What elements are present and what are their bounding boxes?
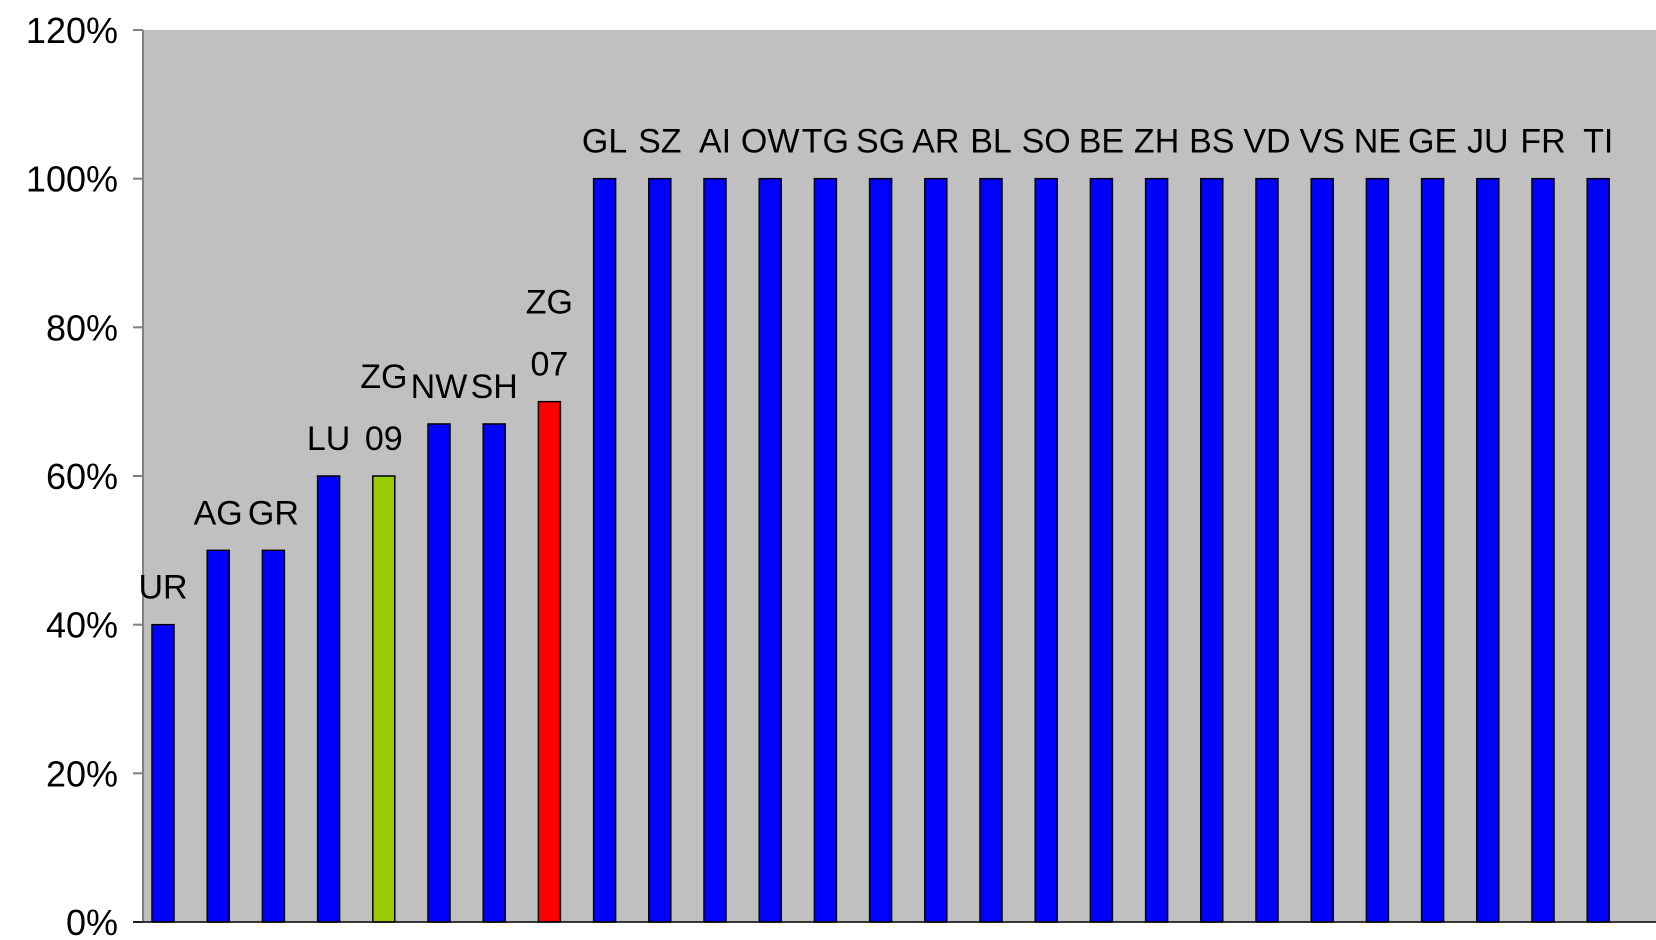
bar-label: JU (1467, 123, 1509, 161)
bar (1420, 177, 1445, 923)
bar-label: SG (856, 123, 905, 161)
bar-label: FR (1520, 123, 1565, 161)
bar (924, 177, 948, 923)
bar-label: BE (1079, 123, 1124, 161)
bar-label: LU (307, 420, 350, 458)
bar-label: BL (970, 123, 1012, 161)
bar-label: SZ (638, 123, 681, 161)
bar-label: 07 (530, 346, 568, 384)
bar-label: NE (1354, 123, 1401, 161)
bar (1531, 177, 1555, 923)
bar (427, 423, 451, 923)
bar (537, 400, 562, 923)
bar (1034, 177, 1058, 923)
bar-label: VS (1300, 123, 1345, 161)
bar (648, 177, 672, 923)
bar-label: OW (741, 123, 800, 161)
bar-label: BS (1189, 123, 1234, 161)
bar (261, 549, 286, 923)
bar-label: TG (802, 123, 849, 161)
bar-label: AR (912, 123, 959, 161)
bar-label: GR (248, 494, 299, 532)
bar-label: VD (1243, 123, 1290, 161)
bar-label: AG (194, 494, 243, 532)
bar-label: GL (582, 123, 627, 161)
y-tick-label: 80% (46, 307, 118, 348)
y-tick-label: 100% (26, 159, 118, 200)
bar-label: UR (138, 569, 187, 607)
y-tick-label: 40% (46, 605, 118, 646)
y-axis: 0% 20% 40% 60% 80% 100% 120% (26, 10, 144, 940)
bar (1144, 177, 1169, 923)
bar (1255, 177, 1279, 923)
bar (1476, 177, 1500, 923)
bar (1586, 177, 1610, 923)
bar-label: TI (1583, 123, 1613, 161)
bar (1089, 177, 1114, 923)
bar (316, 475, 341, 923)
bar (868, 177, 893, 923)
y-tick-label: 120% (26, 10, 118, 51)
bar (372, 475, 396, 923)
bar-label: SO (1022, 123, 1071, 161)
bar (1310, 177, 1334, 923)
bar-label: ZG (526, 284, 573, 322)
bar-label: ZG (360, 358, 407, 396)
bars (133, 177, 1656, 923)
bar-label: NW (411, 368, 468, 406)
bar (482, 423, 506, 923)
bar-label: ZH (1134, 123, 1179, 161)
bar (1365, 177, 1390, 923)
y-tick-label: 0% (66, 902, 118, 940)
bar (592, 177, 617, 923)
bar (979, 177, 1003, 923)
bar (813, 177, 838, 923)
bar (151, 623, 175, 923)
bar-label: 09 (365, 420, 403, 458)
bar (703, 177, 727, 923)
y-tick-label: 60% (46, 456, 118, 497)
bar (758, 177, 782, 923)
bar-label: AI (699, 123, 731, 161)
bar (1200, 177, 1224, 923)
y-tick-label: 20% (46, 753, 118, 794)
bar-label: GE (1408, 123, 1457, 161)
bar (206, 549, 230, 923)
bar-label: SH (471, 368, 518, 406)
